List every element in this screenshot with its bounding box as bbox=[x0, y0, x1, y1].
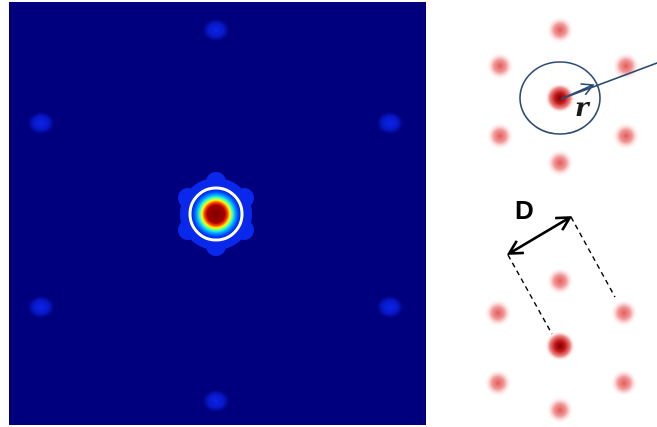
lattice-spot bbox=[484, 369, 512, 397]
central-ring bbox=[188, 186, 244, 242]
radius-leader-line bbox=[560, 62, 657, 100]
lattice-spot bbox=[546, 267, 574, 295]
lattice-spot bbox=[612, 52, 640, 80]
diffraction-spot-lower-right bbox=[377, 296, 403, 318]
radius-label: r bbox=[575, 93, 591, 123]
diffraction-spot-upper-left bbox=[28, 112, 54, 134]
diffraction-spot-lower-left bbox=[28, 296, 54, 318]
diffraction-spot-upper-right bbox=[377, 112, 403, 134]
lattice-spot bbox=[484, 299, 512, 327]
lattice-spot bbox=[546, 149, 574, 177]
spacing-dashed-left bbox=[507, 254, 553, 335]
lattice-spot bbox=[486, 122, 514, 150]
spacing-label: D bbox=[515, 195, 534, 225]
diffraction-panel bbox=[9, 2, 426, 425]
diffraction-spot-bottom bbox=[203, 390, 229, 412]
spacing-arrow bbox=[510, 218, 569, 253]
lattice-panel bbox=[484, 16, 657, 424]
spacing-dashed-right bbox=[570, 216, 616, 298]
lattice-spot bbox=[612, 122, 640, 150]
radius-circle bbox=[519, 61, 601, 135]
lattice-spot bbox=[486, 52, 514, 80]
lattice-spot bbox=[546, 396, 574, 424]
lattice-center-spot-upper bbox=[545, 83, 575, 113]
lattice-spot bbox=[610, 299, 638, 327]
lattice-spot bbox=[610, 369, 638, 397]
lattice-spot bbox=[546, 16, 574, 44]
diffraction-spot-top bbox=[203, 19, 229, 41]
lattice-center-spot-lower bbox=[545, 331, 575, 361]
central-peak bbox=[190, 188, 242, 240]
